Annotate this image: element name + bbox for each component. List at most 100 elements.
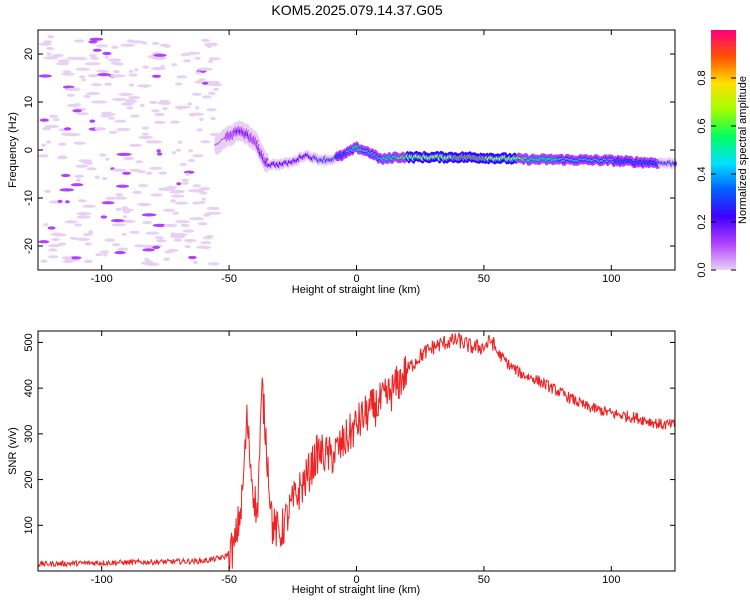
spectrogram-speckle-cell: [182, 59, 192, 63]
spectrogram-speckle-cell: [197, 67, 213, 71]
spectrogram-speckle-cell: [154, 112, 165, 117]
spectrogram-speckle-cell: [74, 39, 85, 43]
spectrogram-speckle-cell: [130, 40, 145, 44]
spectrogram-speckle-cell: [107, 58, 122, 62]
spectrogram-speckle-cell: [76, 112, 89, 116]
spectrogram-speckle-cell: [145, 262, 160, 266]
spectrogram-speckle-cell: [61, 72, 75, 76]
spectrogram-speckle-cell: [83, 94, 91, 99]
spectrogram-speckle-cell: [155, 236, 164, 240]
spectrogram-speckle-cell: [141, 220, 153, 225]
spectrogram-speckle-cell: [84, 62, 101, 66]
spectrogram-speckle-cell: [88, 40, 98, 44]
spectrogram-speckle-cell: [158, 187, 170, 191]
spectrogram-speckle-cell: [50, 232, 63, 236]
spectrogram-speckle-cell: [57, 199, 63, 203]
spectrogram-speckle-cell: [189, 217, 205, 221]
spectrogram-speckle-cell: [196, 128, 203, 132]
spectrogram-speckle-cell: [116, 152, 132, 156]
snr-ytick-label: 400: [23, 379, 35, 397]
spectrogram-speckle-cell: [49, 114, 59, 118]
spectrogram-speckle-cell: [72, 109, 82, 113]
spectrogram-speckle-cell: [95, 44, 108, 48]
spectrogram-speckle-cell: [57, 242, 67, 246]
spectrogram-speckle-cell: [187, 102, 193, 106]
spectrogram-speckle-cell: [180, 223, 190, 227]
spectrogram-speckle-cell: [132, 190, 143, 194]
spectrogram-speckle-cell: [122, 156, 135, 161]
spectrogram-speckle-cell: [186, 51, 201, 55]
spectrogram-speckle-cell: [145, 231, 160, 235]
snr-y-axis: 100 200 300 400 500: [23, 333, 675, 534]
spectrogram-speckle-cell: [64, 220, 78, 224]
spectrogram-speckle-cell: [138, 135, 154, 140]
spectrogram-speckle-cell: [108, 116, 115, 120]
spectrogram-speckle-cell: [167, 248, 179, 253]
spectrogram-speckle-cell: [105, 196, 117, 200]
spectrogram-speckle-cell: [88, 230, 93, 234]
spectrogram-speckle-cell: [170, 194, 185, 198]
spectrogram-speckle-cell: [175, 148, 182, 152]
spectrogram-speckle-cell: [203, 246, 210, 250]
spectrogram-speckle-cell: [89, 119, 96, 123]
spectrogram-speckle-cell: [73, 141, 86, 145]
spectrogram-speckle-cell: [187, 189, 203, 193]
spectrogram-speckle-cell: [74, 223, 82, 227]
spectrogram-speckle-cell: [114, 251, 126, 255]
spectrogram-speckle-cell: [152, 74, 161, 78]
spectrogram-speckle-cell: [184, 245, 191, 249]
spectrogram-speckle-cell: [63, 127, 72, 131]
spectrogram-speckle-cell: [127, 96, 141, 100]
spectrogram-speckle-cell: [153, 120, 166, 124]
spectrogram-speckle-cell: [44, 124, 59, 129]
spectrogram-speckle-cell: [145, 140, 155, 144]
spectrogram-speckle-cell: [197, 201, 206, 205]
spectrogram-ytick-label: -10: [23, 190, 35, 206]
spectrogram-speckle-cell: [152, 223, 167, 227]
spectrogram-speckle-cell: [175, 82, 183, 86]
spectrogram-speckle-cell: [177, 140, 182, 144]
spectrogram-speckle-cell: [111, 97, 127, 101]
spectrogram-speckle-cell: [201, 38, 210, 43]
snr-xtick-label: -50: [221, 574, 237, 586]
spectrogram-speckle-cell: [142, 65, 150, 69]
spectrogram-speckle-cell: [141, 41, 148, 45]
spectrogram-speckle-cell: [91, 100, 107, 104]
snr-xtick-label: 0: [353, 574, 359, 586]
colorbar-ticks: 0.0 0.2 0.4 0.6 0.8: [696, 70, 736, 278]
spectrogram-speckle-cell: [174, 189, 183, 193]
spectrogram-speckle-cell: [98, 153, 107, 157]
snr-ylabel: SNR (v/v): [7, 427, 19, 475]
spectrogram-speckle-cell: [208, 91, 216, 95]
spectrogram-speckle-cell: [53, 118, 60, 122]
spectrogram-speckle-cell: [109, 74, 126, 78]
spectrogram-speckle-cell: [199, 191, 208, 195]
spectrogram-speckle-cell: [111, 168, 127, 172]
spectrogram-speckle-cell: [126, 106, 134, 110]
spectrogram-speckle-cell: [170, 232, 176, 236]
spectrogram-speckle-cell: [163, 44, 171, 48]
spectrogram-speckle-cell: [152, 67, 164, 71]
spectrogram-speckle-cell: [67, 93, 75, 97]
spectrogram-speckle-cell: [183, 238, 197, 243]
spectrogram-speckle-cell: [86, 167, 97, 171]
colorbar-tick-label: 0.0: [696, 262, 708, 277]
spectrogram-speckle-cell: [114, 119, 127, 123]
spectrogram-speckle-cell: [69, 236, 78, 240]
spectrogram-speckle-cell: [82, 161, 94, 165]
spectrogram-speckle-cell: [104, 82, 112, 86]
spectrogram-speckle-cell: [206, 44, 212, 49]
spectrogram-speckle-cell: [188, 159, 195, 163]
colorbar-label: Normalized spectral amplitude: [737, 76, 749, 224]
spectrogram-speckle-cell: [118, 92, 134, 96]
spectrogram-speckle-cell: [110, 61, 121, 65]
spectrogram-speckle-cell: [103, 253, 108, 257]
spectrogram-speckle-cell: [65, 200, 70, 204]
colorbar-tick-label: 0.6: [696, 118, 708, 133]
spectrogram-speckle-cell: [185, 172, 190, 176]
spectrogram-speckle-cell: [146, 171, 153, 175]
spectrogram-speckle-cell: [43, 56, 59, 60]
spectrogram-speckle-cell: [192, 184, 202, 188]
